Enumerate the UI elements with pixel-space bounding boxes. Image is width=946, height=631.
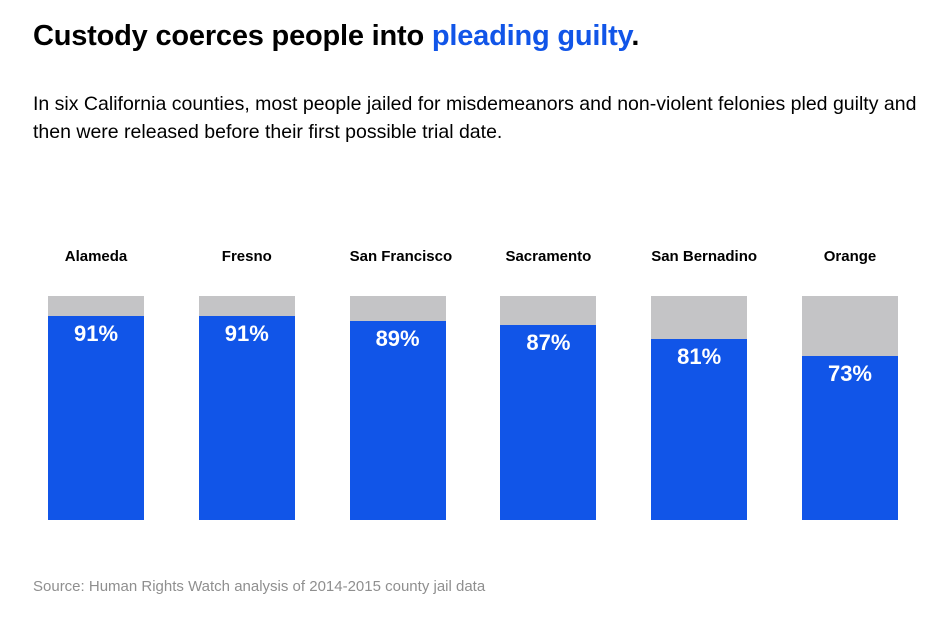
bar-fill: 91% [198, 316, 295, 520]
bar-track: 91% [48, 296, 144, 520]
bar-track: 87% [500, 296, 597, 520]
chart-subtitle: In six California counties, most people … [33, 93, 917, 144]
bar-column: Sacramento 87% [500, 248, 597, 520]
title-period: . [631, 20, 640, 52]
title-text-blue: pleading guilty [431, 20, 632, 52]
bar-category-label: Alameda [64, 248, 128, 265]
bar-fill: 81% [651, 338, 748, 520]
bar-category-label: Orange [823, 248, 877, 265]
bar-value-label: 91% [73, 321, 119, 347]
bar-category-label: San Francisco [349, 248, 453, 265]
bar-track: 73% [801, 296, 898, 520]
bar-value-label: 73% [827, 361, 872, 387]
bar-track: 91% [198, 296, 295, 520]
bar-value-label: 87% [526, 330, 571, 356]
bar-category-label: Fresno [221, 248, 272, 265]
page-title: Custody coerces people into pleading gui… [33, 20, 639, 53]
bar-category-label: San Bernadino [651, 248, 758, 265]
bar-column: Fresno 91% [198, 248, 295, 520]
bar-category-label: Sacramento [505, 248, 592, 265]
bar-chart: Alameda 91% Fresno 91% San Francisco 89% Sacra… [0, 248, 946, 520]
bar-fill: 73% [801, 356, 898, 520]
bar-value-label: 91% [224, 321, 269, 347]
bar-track: 89% [349, 296, 446, 520]
bar-column: San Francisco 89% [349, 248, 453, 520]
bar-value-label: 81% [677, 343, 722, 369]
bar-column: San Bernadino 81% [651, 248, 758, 520]
bar-fill: 89% [349, 320, 446, 520]
bar-track: 81% [651, 296, 748, 520]
bar-value-label: 89% [375, 325, 420, 351]
source-attribution: Source: Human Rights Watch analysis of 2… [33, 578, 486, 595]
bar-column: Orange 73% [801, 248, 898, 520]
bar-fill: 91% [48, 316, 144, 520]
bar-column: Alameda 91% [48, 248, 144, 520]
title-text-black: Custody coerces people into [33, 20, 432, 52]
bar-fill: 87% [500, 325, 597, 520]
